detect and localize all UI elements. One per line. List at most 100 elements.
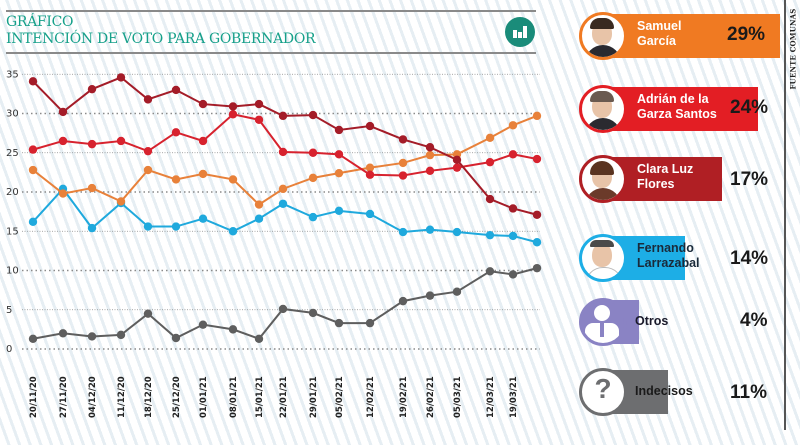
- x-tick-label: 11/12/20: [117, 376, 127, 418]
- data-point: [532, 263, 542, 273]
- series-line: [32, 187, 538, 244]
- data-point: [58, 107, 68, 117]
- data-point: [308, 110, 318, 120]
- y-tick-label: 5: [6, 305, 12, 316]
- x-tick-label: 08/01/21: [229, 376, 239, 418]
- data-point: [365, 163, 375, 172]
- data-point: [143, 309, 153, 318]
- question-icon: ?: [579, 368, 627, 416]
- data-point: [365, 121, 375, 131]
- series-adri-n-de-la-garza-santos: [28, 110, 542, 180]
- data-point: [171, 222, 181, 231]
- candidate-percent: 17%: [730, 169, 769, 190]
- x-axis: 20/11/20 27/11/20 04/12/20 11/12/20 18/12/20…: [29, 376, 519, 418]
- avatar-photo-icon: [579, 85, 627, 133]
- data-point: [28, 145, 38, 154]
- data-point: [334, 168, 344, 178]
- data-point: [334, 318, 344, 328]
- data-point: [532, 154, 542, 164]
- data-point: [365, 209, 375, 219]
- line-chart: 0 5 10 15 20 25 30 35 20/11/20 27/11/20 04/12/20 1…: [6, 69, 542, 418]
- data-point: [198, 99, 208, 109]
- x-tick-label: 12/02/21: [366, 376, 376, 418]
- data-point: [28, 334, 38, 343]
- data-point: [508, 270, 518, 279]
- data-point: [58, 329, 68, 338]
- header-kicker: GRÁFICO: [6, 14, 74, 30]
- series-samuel-garc-a: [28, 111, 542, 209]
- data-point: [116, 73, 126, 82]
- x-tick-label: 15/01/21: [255, 376, 265, 418]
- data-point: [143, 222, 153, 231]
- bar-chart-icon: [505, 17, 535, 47]
- y-tick-label: 10: [6, 266, 19, 277]
- y-tick-label: 35: [6, 69, 19, 80]
- x-tick-label: 04/12/20: [88, 376, 98, 418]
- y-tick-label: 15: [6, 226, 19, 237]
- data-point: [334, 125, 344, 135]
- data-point: [425, 166, 435, 176]
- candidate-percent: 4%: [740, 310, 768, 331]
- divider-line: [784, 0, 786, 430]
- x-tick-label: 20/11/20: [29, 376, 39, 418]
- data-point: [508, 231, 518, 241]
- data-point: [532, 210, 542, 219]
- data-point: [278, 147, 288, 157]
- data-point: [198, 214, 208, 223]
- x-tick-label: 22/01/21: [279, 376, 289, 418]
- source-note: FUENTE COMUNAS: [788, 8, 798, 89]
- data-point: [425, 225, 435, 234]
- data-point: [228, 325, 238, 334]
- series-indecisos: [28, 263, 542, 343]
- data-point: [308, 148, 318, 157]
- candidate-clara-luz-flores: Clara Luz Flores 17%: [575, 155, 780, 203]
- candidate-name: Fernando Larrazabal: [637, 241, 700, 270]
- data-point: [398, 296, 408, 306]
- data-point: [87, 332, 97, 341]
- x-tick-label: 18/12/20: [144, 376, 154, 418]
- x-tick-label: 27/11/20: [59, 376, 69, 418]
- candidate-panel: Samuel García 29% Adrián de la Garza Santo…: [575, 0, 785, 445]
- candidate-name: Adrián de la Garza Santos: [637, 92, 717, 121]
- data-point: [532, 111, 542, 121]
- data-point: [143, 165, 153, 175]
- x-tick-label: 19/03/21: [509, 376, 519, 418]
- series-clara-luz-flores: [28, 73, 542, 219]
- data-point: [452, 155, 462, 165]
- data-point: [28, 217, 38, 227]
- candidate-name: Otros: [635, 314, 669, 328]
- y-tick-label: 25: [6, 148, 19, 159]
- data-point: [425, 291, 435, 300]
- data-point: [28, 77, 38, 86]
- data-point: [508, 121, 518, 130]
- data-point: [278, 199, 288, 208]
- header-rule-top: [6, 10, 536, 12]
- y-tick-label: 30: [6, 109, 19, 120]
- data-point: [116, 197, 126, 206]
- data-point: [87, 139, 97, 149]
- x-tick-label: 19/02/21: [399, 376, 409, 418]
- candidate-otros: Otros 4%: [575, 298, 780, 346]
- candidate-indecisos: ? Indecisos 11%: [575, 368, 780, 416]
- data-point: [398, 135, 408, 144]
- avatar-photo-icon: [579, 234, 627, 282]
- data-point: [116, 330, 126, 340]
- grid: [22, 73, 540, 350]
- data-point: [171, 333, 181, 343]
- y-tick-label: 20: [6, 187, 19, 198]
- data-point: [334, 150, 344, 159]
- data-point: [58, 189, 68, 198]
- data-point: [171, 175, 181, 184]
- candidate-percent: 11%: [730, 382, 767, 403]
- data-point: [198, 169, 208, 179]
- data-point: [485, 133, 495, 143]
- x-tick-label: 29/01/21: [309, 376, 319, 418]
- data-point: [254, 99, 264, 109]
- data-point: [278, 111, 288, 121]
- person-icon: [579, 298, 627, 346]
- data-point: [58, 136, 68, 146]
- data-point: [452, 287, 462, 296]
- y-axis: 0 5 10 15 20 25 30 35: [6, 69, 19, 355]
- data-point: [254, 200, 264, 209]
- data-point: [485, 194, 495, 204]
